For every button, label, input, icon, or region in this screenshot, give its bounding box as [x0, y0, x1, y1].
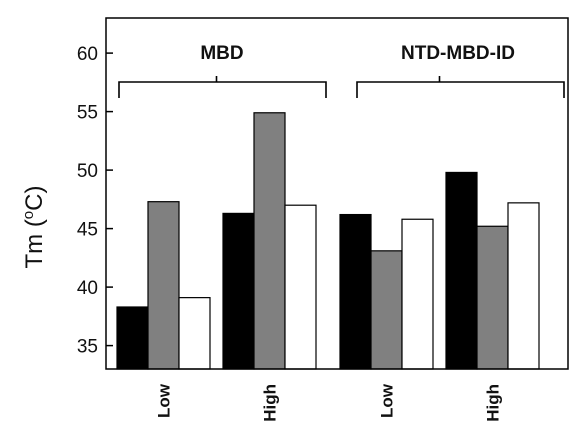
y-axis: 35 40 45 50 55 60 [77, 44, 113, 358]
bar [284, 204, 317, 370]
x-tick-label: High [261, 384, 280, 422]
y-tick-label: 60 [77, 44, 98, 65]
y-tick-label: 35 [77, 337, 98, 358]
plot-frame [105, 17, 569, 370]
group-label: MBD [200, 43, 243, 64]
bar [445, 171, 478, 370]
y-tick-label: 40 [77, 278, 98, 299]
x-tick-label: High [484, 384, 503, 422]
bar [253, 112, 286, 370]
bars [116, 112, 540, 370]
bar [507, 202, 540, 370]
y-tick-label: 50 [77, 161, 98, 182]
bar [401, 218, 434, 370]
y-tick-label: 55 [77, 103, 98, 124]
x-axis: Low High Low High [155, 383, 503, 422]
bar [339, 213, 372, 370]
bar [222, 212, 255, 370]
bar [147, 201, 180, 370]
bar [116, 306, 149, 370]
group-brackets: MBD NTD-MBD-ID [118, 43, 565, 98]
group-bracket [118, 76, 327, 98]
bar [178, 297, 211, 370]
group-bracket [356, 76, 565, 98]
bar [370, 250, 403, 370]
x-tick-label: Low [155, 383, 174, 418]
x-tick-label: Low [378, 383, 397, 418]
y-axis-label: Tm (oC) [20, 186, 48, 269]
group-label: NTD-MBD-ID [401, 43, 515, 64]
bar [476, 225, 509, 370]
y-tick-label: 45 [77, 220, 98, 241]
